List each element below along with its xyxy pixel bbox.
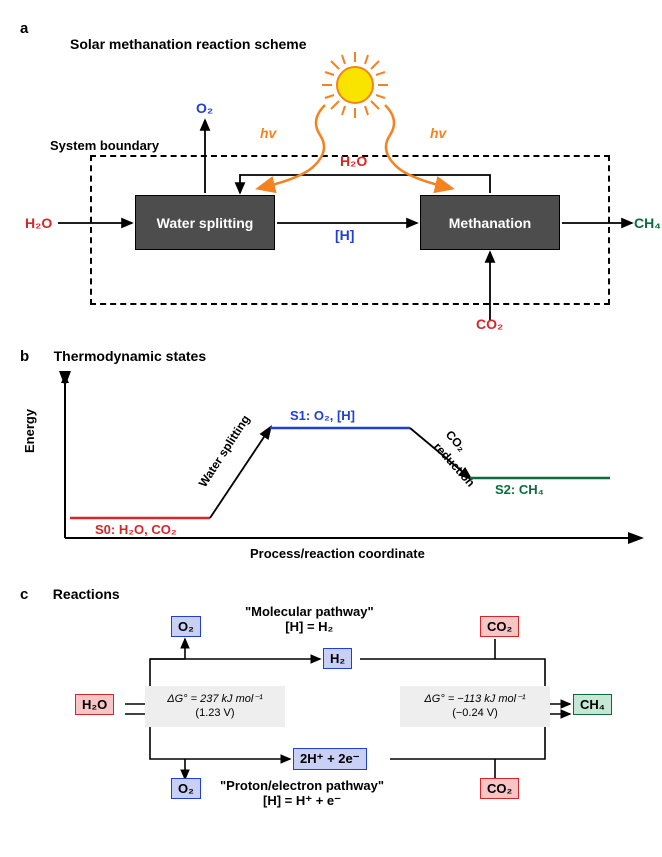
panel-c-title: Reactions xyxy=(53,586,120,602)
bot-path-t2: [H] = H⁺ + e⁻ xyxy=(263,793,341,808)
svg-text:Water splitting: Water splitting xyxy=(196,412,253,489)
recycle-h2o-label: H₂O xyxy=(340,153,367,169)
energy-axis-label: Energy xyxy=(22,409,37,453)
c-o2-top-box: O₂ xyxy=(171,616,201,637)
x-axis-label: Process/reaction coordinate xyxy=(250,546,425,561)
dg2-box: ΔG° = −113 kJ mol⁻¹ (−0.24 V) xyxy=(400,686,550,727)
c-ch4-box: CH₄ xyxy=(573,694,612,715)
bot-path-title: "Proton/electron pathway" [H] = H⁺ + e⁻ xyxy=(220,778,384,809)
top-path-t2: [H] = H₂ xyxy=(285,619,333,634)
panel-b: b Thermodynamic states S0: H₂O, CO₂ S1: O… xyxy=(20,348,642,568)
svg-text:S1: O₂, [H]: S1: O₂, [H] xyxy=(290,408,355,423)
c-co2-top-box: CO₂ xyxy=(480,616,519,637)
dg1-l1: ΔG° = 237 kJ mol⁻¹ xyxy=(167,693,263,705)
c-o2-bot-box: O₂ xyxy=(171,778,201,799)
bot-path-t1: "Proton/electron pathway" xyxy=(220,778,384,793)
panel-a: a Solar methanation reaction scheme Syst… xyxy=(20,20,642,330)
panel-c-label: c xyxy=(20,586,28,603)
dg2-l1: ΔG° = −113 kJ mol⁻¹ xyxy=(424,693,525,705)
panel-b-label: b xyxy=(20,348,29,365)
hv-right-label: hv xyxy=(430,125,446,141)
panel-c: c Reactions H₂O O₂ H₂ CO₂ CH₄ 2H⁺ + 2e⁻ … xyxy=(20,586,642,816)
panel-b-title: Thermodynamic states xyxy=(54,348,207,364)
intermediate-label: [H] xyxy=(335,227,354,243)
c-h2o-box: H₂O xyxy=(75,694,114,715)
svg-text:S0: H₂O, CO₂: S0: H₂O, CO₂ xyxy=(95,522,177,537)
top-path-title: "Molecular pathway" [H] = H₂ xyxy=(245,604,374,634)
h2o-in-label: H₂O xyxy=(25,215,52,231)
energy-diagram: S0: H₂O, CO₂ S1: O₂, [H] S2: CH₄ Water spli… xyxy=(40,368,660,558)
dg1-l2: (1.23 V) xyxy=(195,707,234,719)
c-co2-bot-box: CO₂ xyxy=(480,778,519,799)
svg-text:S2: CH₄: S2: CH₄ xyxy=(495,482,544,497)
panel-a-arrows xyxy=(20,20,660,330)
co2-in-label: CO₂ xyxy=(476,316,503,332)
o2-out-label: O₂ xyxy=(196,100,213,116)
top-path-t1: "Molecular pathway" xyxy=(245,604,374,619)
ch4-out-label: CH₄ xyxy=(634,215,661,231)
c-hplus-box: 2H⁺ + 2e⁻ xyxy=(293,748,367,770)
dg2-l2: (−0.24 V) xyxy=(452,707,498,719)
dg1-box: ΔG° = 237 kJ mol⁻¹ (1.23 V) xyxy=(145,686,285,727)
hv-left-label: hv xyxy=(260,125,276,141)
c-h2-box: H₂ xyxy=(323,648,352,669)
